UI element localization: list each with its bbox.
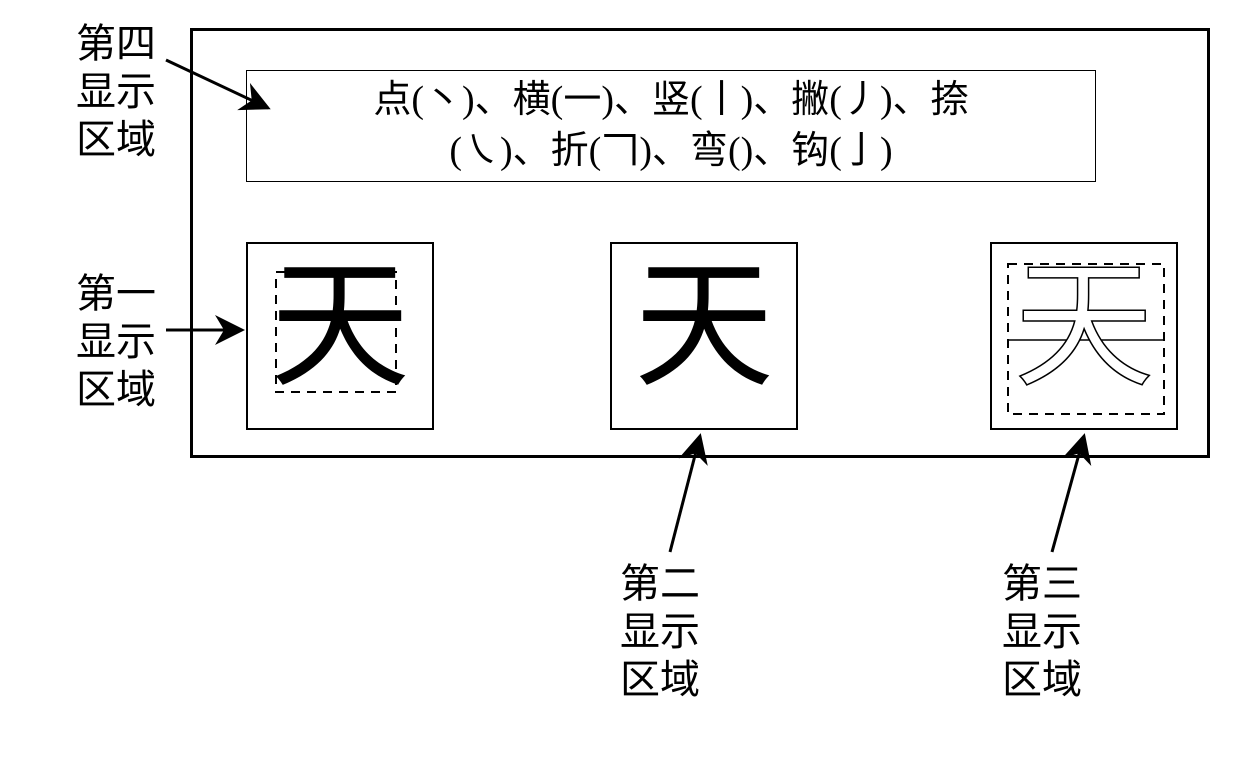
arrow-r2 (670, 436, 700, 552)
arrow-r3 (1052, 436, 1084, 552)
arrows-layer (0, 0, 1240, 763)
arrow-r4 (166, 60, 268, 108)
